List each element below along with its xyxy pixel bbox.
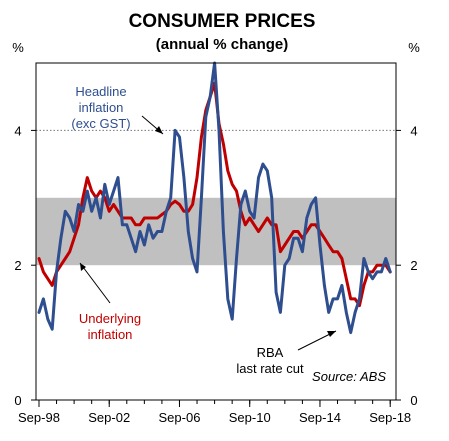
y-tick-label-right: 4 — [410, 123, 417, 138]
x-tick-label: Sep-18 — [369, 410, 411, 425]
rba-arrowhead — [327, 331, 336, 337]
axis-layer: 0 0 2 2 4 4 Sep-98 Sep-02 Sep-06 Sep-10 Sep-14 Sep-… — [14, 123, 417, 425]
y-tick-label-right: 0 — [410, 393, 417, 408]
chart-subtitle: (annual % change) — [156, 36, 289, 53]
rba-annotation: RBA last rate cut — [236, 330, 337, 376]
underlying-annotation: Underlying inflation — [79, 262, 141, 342]
headline-label-line-1: Headline — [75, 84, 126, 99]
rba-label-line-2: last rate cut — [236, 361, 304, 376]
y-unit-right: % — [408, 40, 420, 55]
x-tick-label: Sep-02 — [88, 410, 130, 425]
headline-label-line-3: (exc GST) — [71, 116, 130, 131]
headline-arrowhead — [155, 126, 163, 134]
underlying-arrow — [79, 262, 111, 304]
source-note: Source: ABS — [312, 369, 386, 384]
underlying-arrowhead — [80, 263, 86, 271]
x-tick-label: Sep-06 — [159, 410, 201, 425]
rba-label-line-1: RBA — [257, 345, 284, 360]
x-tick-label: Sep-98 — [18, 410, 60, 425]
underlying-label-line-2: inflation — [88, 327, 133, 342]
target-band — [36, 197, 396, 266]
plot-frame — [35, 62, 397, 401]
y-tick-label-left: 0 — [14, 393, 21, 408]
y-tick-label-right: 2 — [410, 258, 417, 273]
y-tick-label-left: 2 — [14, 258, 21, 273]
headline-annotation: Headline inflation (exc GST) — [71, 84, 164, 135]
y-unit-left: % — [12, 40, 24, 55]
headline-label-line-2: inflation — [79, 100, 124, 115]
x-tick-label: Sep-14 — [299, 410, 341, 425]
y-tick-label-left: 4 — [14, 123, 21, 138]
x-tick-label: Sep-10 — [229, 410, 271, 425]
underlying-label-line-1: Underlying — [79, 311, 141, 326]
chart-title: CONSUMER PRICES — [129, 11, 316, 32]
